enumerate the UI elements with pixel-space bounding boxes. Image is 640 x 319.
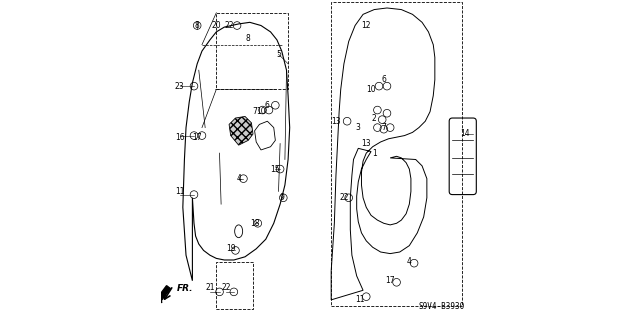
Text: 13: 13 (362, 139, 371, 148)
Text: 10: 10 (366, 85, 376, 94)
Text: 15: 15 (271, 165, 280, 174)
Text: 17: 17 (193, 133, 202, 142)
Text: FR.: FR. (177, 284, 193, 293)
Text: 3: 3 (356, 123, 361, 132)
Text: 17: 17 (385, 276, 395, 285)
Text: 10: 10 (256, 107, 266, 116)
Text: 7: 7 (381, 123, 386, 132)
Text: 9: 9 (279, 193, 284, 202)
Text: 19: 19 (226, 244, 236, 253)
Text: 11: 11 (355, 295, 365, 304)
Text: 4: 4 (407, 257, 412, 266)
Text: 21: 21 (205, 283, 214, 292)
Polygon shape (229, 116, 253, 145)
Text: 12: 12 (362, 21, 371, 30)
Text: 20: 20 (211, 21, 221, 30)
Text: 7: 7 (252, 107, 257, 116)
Bar (216, 13, 288, 89)
Text: 14: 14 (460, 130, 470, 138)
FancyArrow shape (156, 286, 170, 304)
Text: 22: 22 (225, 21, 234, 30)
Text: 6: 6 (381, 75, 386, 84)
Bar (216, 262, 253, 309)
Text: 5: 5 (276, 50, 281, 59)
Text: 23: 23 (175, 82, 184, 91)
Text: 8: 8 (246, 34, 251, 43)
Text: 8: 8 (195, 21, 200, 30)
Text: 18: 18 (250, 219, 259, 228)
Text: 16: 16 (175, 133, 184, 142)
Text: S9V4-B3930: S9V4-B3930 (418, 302, 465, 311)
Text: 22: 22 (221, 283, 230, 292)
Text: 6: 6 (265, 101, 270, 110)
Text: 13: 13 (331, 117, 340, 126)
Bar (331, 2, 462, 306)
Text: 22: 22 (339, 193, 349, 202)
Text: 1: 1 (372, 149, 376, 158)
Text: 2: 2 (372, 114, 376, 122)
Text: 4: 4 (236, 174, 241, 183)
Text: 11: 11 (175, 187, 184, 196)
